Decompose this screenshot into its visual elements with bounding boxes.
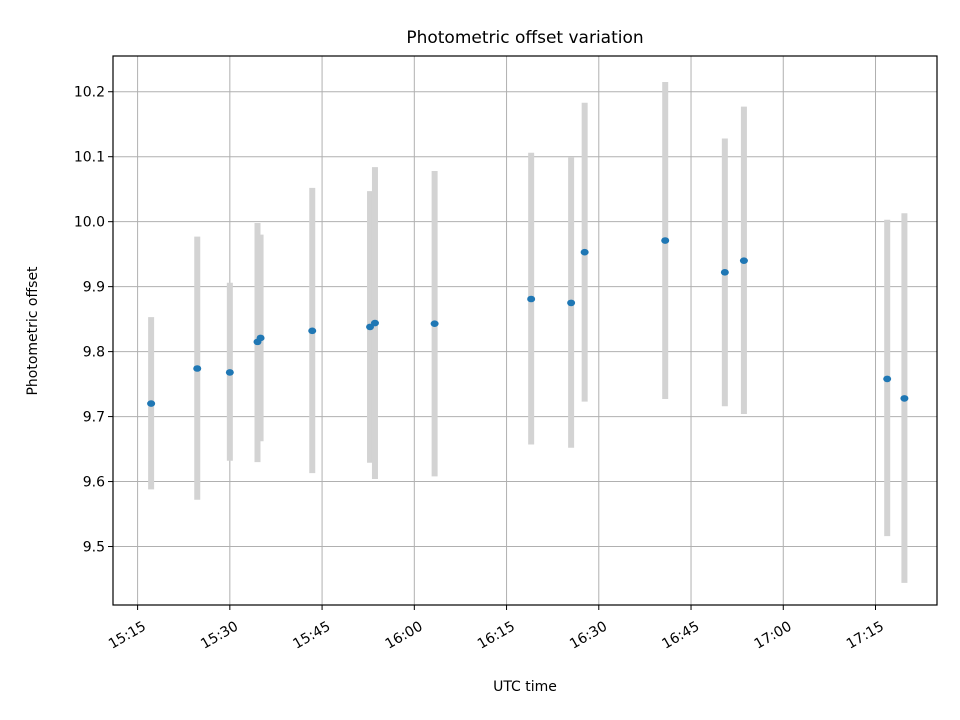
x-axis-title: UTC time (493, 679, 557, 695)
data-point (527, 295, 536, 303)
y-tick-label: 9.6 (83, 475, 105, 491)
data-point (370, 319, 379, 327)
y-tick-label: 9.9 (83, 280, 105, 296)
data-point (147, 400, 156, 407)
y-tick-label: 10.0 (74, 215, 105, 231)
data-point (720, 269, 729, 276)
data-point (193, 365, 202, 372)
data-point (225, 369, 234, 376)
data-point (900, 395, 909, 402)
data-point (308, 327, 317, 335)
data-point (567, 299, 576, 307)
y-tick-label: 9.8 (83, 345, 105, 361)
y-tick-label: 10.1 (74, 150, 105, 166)
y-tick-label: 9.5 (83, 540, 105, 556)
data-point (430, 320, 439, 327)
data-point (256, 334, 265, 342)
y-axis: 9.5 9.6 9.7 9.8 9.9 10.0 10.1 10.2 (74, 85, 113, 556)
plot-frame (112, 55, 938, 606)
data-point (883, 375, 892, 383)
data-point (739, 257, 748, 264)
y-tick-label: 9.7 (83, 410, 105, 426)
chart-title: Photometric offset variation (406, 28, 643, 48)
data-point (661, 237, 670, 244)
grid (113, 56, 937, 605)
data-points (147, 237, 909, 407)
y-tick-label: 10.2 (74, 85, 105, 101)
y-axis-title: Photometric offset (25, 266, 41, 396)
data-point (580, 248, 589, 256)
